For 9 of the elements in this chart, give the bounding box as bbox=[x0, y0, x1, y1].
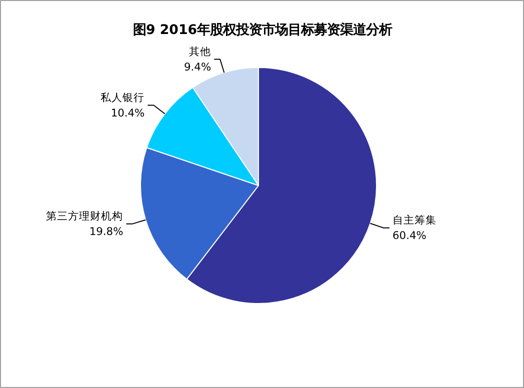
data-label: 60.4% bbox=[392, 229, 426, 242]
data-label: 10.4% bbox=[110, 106, 145, 120]
slice-label: 第三方理财机构 bbox=[46, 210, 124, 223]
slice-label: 其他 bbox=[189, 44, 212, 58]
data-label: 19.8% bbox=[89, 225, 124, 238]
chart-title: 图9 2016年股权投资市场目标募资渠道分析 bbox=[132, 22, 392, 38]
slice-label: 私人银行 bbox=[100, 90, 145, 104]
data-label: 9.4% bbox=[184, 60, 212, 74]
slice-label: 自主筹集 bbox=[392, 214, 437, 227]
